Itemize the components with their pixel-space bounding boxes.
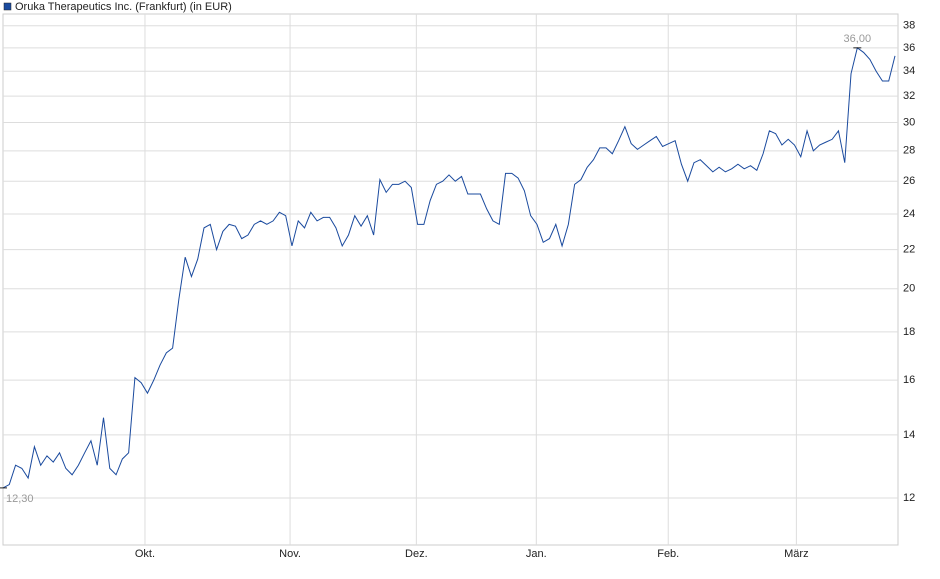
price-line [2, 47, 896, 489]
y-tick-label: 16 [903, 374, 915, 386]
x-tick-label: Jan. [526, 548, 547, 560]
y-tick-label: 20 [903, 283, 915, 295]
x-tick-label: Okt. [135, 548, 155, 560]
y-tick-label: 22 [903, 244, 915, 256]
annotation-label: 36,00 [844, 33, 872, 45]
y-tick-label: 12 [903, 492, 915, 504]
x-tick-label: März [784, 548, 808, 560]
y-tick-label: 32 [903, 90, 915, 102]
plot-frame [2, 13, 899, 546]
y-tick-label: 38 [903, 20, 915, 32]
y-tick-label: 36 [903, 42, 915, 54]
y-tick-label: 26 [903, 175, 915, 187]
y-tick-label: 18 [903, 326, 915, 338]
x-tick-label: Nov. [279, 548, 301, 560]
legend-label: Oruka Therapeutics Inc. (Frankfurt) (in … [15, 1, 232, 13]
x-tick-label: Feb. [657, 548, 679, 560]
y-tick-label: 14 [903, 429, 915, 441]
y-tick-label: 24 [903, 208, 915, 220]
x-tick-label: Dez. [405, 548, 428, 560]
y-tick-label: 34 [903, 65, 915, 77]
y-tick-label: 28 [903, 145, 915, 157]
annotation-label: 12,30 [6, 493, 34, 505]
legend-swatch [3, 2, 12, 11]
y-tick-label: 30 [903, 116, 915, 128]
